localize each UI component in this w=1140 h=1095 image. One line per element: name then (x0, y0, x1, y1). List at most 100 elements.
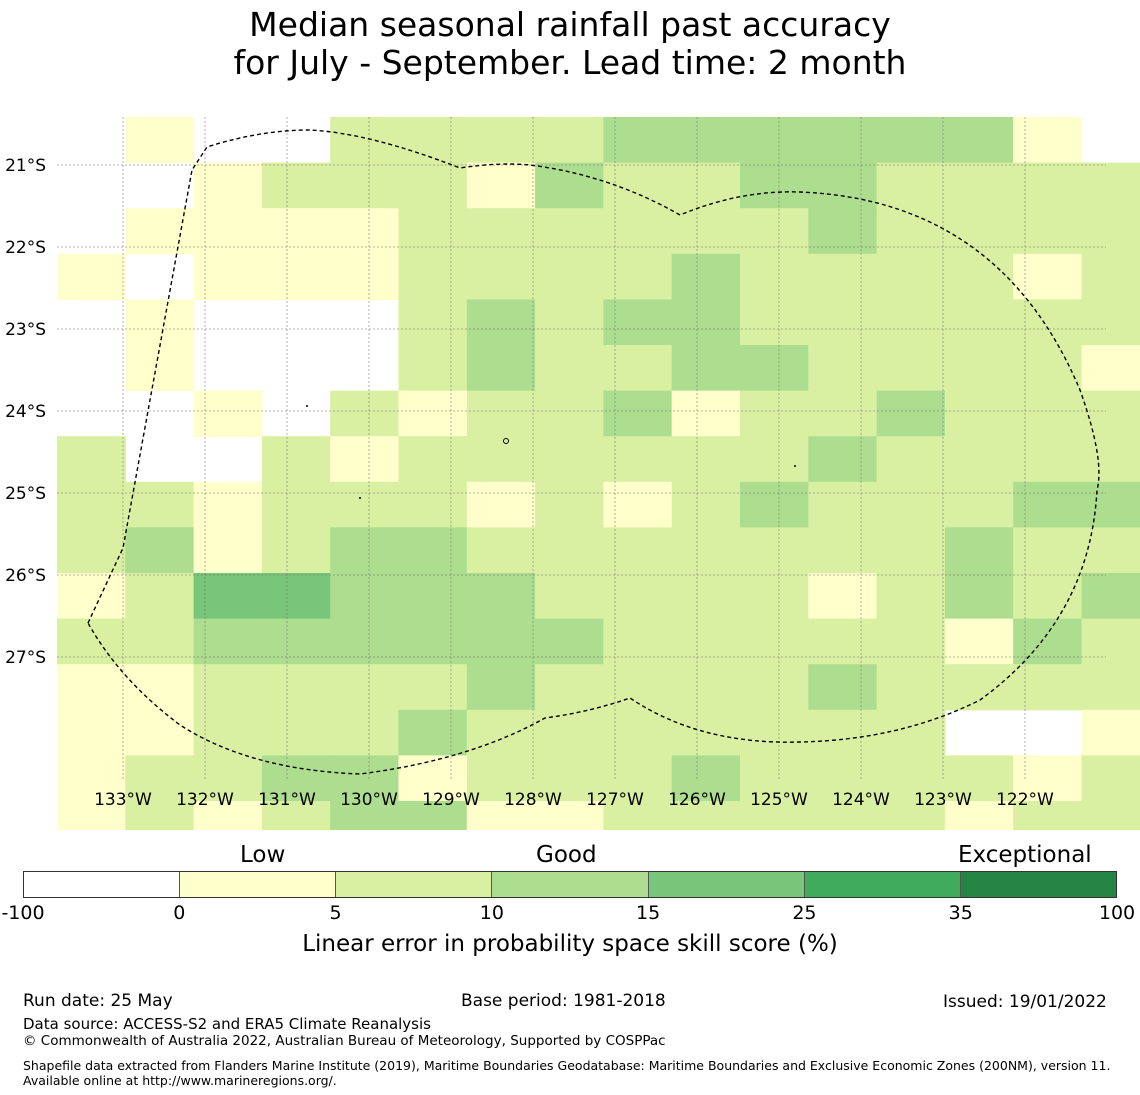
grid-cell (261, 481, 331, 528)
grid-cell (944, 664, 1014, 711)
grid-cell (876, 618, 946, 665)
colorbar-tick-label: 25 (792, 902, 817, 924)
grid-cell (398, 345, 468, 392)
grid-cell (740, 481, 809, 528)
base-period: Base period: 1981-2018 (461, 991, 666, 1011)
grid-cell (876, 208, 946, 255)
grid-cell (261, 162, 331, 209)
longitude-label: 124°W (832, 790, 890, 810)
colorbar-label: Linear error in probability space skill … (302, 931, 838, 957)
grid-cell (808, 755, 878, 802)
grid-cell (944, 801, 1014, 830)
grid-cell (944, 436, 1014, 483)
grid-cell (125, 299, 195, 346)
grid-cell (603, 117, 673, 164)
colorbar-tick-label: 0 (173, 902, 186, 924)
longitude-label: 131°W (258, 790, 316, 810)
grid-cell (535, 527, 604, 574)
grid-cell (466, 345, 536, 392)
island-outlines (306, 405, 796, 499)
legend-exceptional-word: Exceptional (958, 842, 1092, 868)
grid-cell (1013, 801, 1083, 830)
grid-cell (876, 573, 946, 620)
grid-cell (1081, 573, 1140, 620)
grid-cell (740, 709, 809, 756)
grid-cell (671, 573, 741, 620)
grid-cell (671, 664, 741, 711)
latitude-labels: 21°S 22°S 23°S 24°S 25°S 26°S 27°S (5, 156, 46, 668)
grid-cell (57, 755, 126, 802)
grid-cell (1013, 117, 1083, 164)
eez-boundary (87, 129, 1100, 775)
grid-cell (1081, 801, 1140, 830)
shapefile-note: Shapefile data extracted from Flanders M… (23, 1058, 1111, 1088)
grid-cell (1013, 527, 1083, 574)
grid-cell (535, 299, 604, 346)
grid-cell (808, 117, 878, 164)
grid-cell (876, 481, 946, 528)
run-date: Run date: 25 May (23, 991, 173, 1011)
grid-cell (1013, 618, 1083, 665)
grid-cell (125, 709, 195, 756)
grid-cell (466, 117, 536, 164)
grid-cell (944, 573, 1014, 620)
grid-cell (740, 573, 809, 620)
grid-cell (671, 117, 741, 164)
grid-cell (125, 573, 195, 620)
grid-cell (193, 573, 263, 620)
colorbar-tick-label: 15 (636, 902, 661, 924)
grid-cell (808, 299, 878, 346)
grid-cell (671, 436, 741, 483)
grid-cell (57, 801, 126, 830)
grid-cell (261, 527, 331, 574)
grid-cell (740, 208, 809, 255)
grid-cell (1013, 162, 1083, 209)
grid-cell (330, 573, 400, 620)
longitude-label: 126°W (668, 790, 726, 810)
grid-cell (808, 801, 878, 830)
grid-cell (193, 527, 263, 574)
grid-cell (671, 527, 741, 574)
grid-cell (330, 208, 400, 255)
grid-cell (1081, 618, 1140, 665)
grid-cell (603, 390, 673, 437)
grid-cell (944, 755, 1014, 802)
grid-cell (398, 481, 468, 528)
grid-cell (1013, 755, 1083, 802)
grid-cell (261, 208, 331, 255)
grid-cell (1081, 162, 1140, 209)
longitude-label: 123°W (914, 790, 972, 810)
grid-cell (330, 436, 400, 483)
latitude-label: 21°S (5, 156, 46, 176)
latitude-label: 25°S (5, 484, 46, 504)
grid-cell (876, 709, 946, 756)
colorbar (23, 871, 1117, 898)
grid-cell (1081, 481, 1140, 528)
grid-cell (57, 573, 126, 620)
grid-cell (330, 481, 400, 528)
grid-cell (193, 390, 263, 437)
grid-cell (808, 253, 878, 300)
grid-cell (1013, 208, 1083, 255)
grid-cell (535, 573, 604, 620)
grid-cell (944, 618, 1014, 665)
grid-cell (1013, 481, 1083, 528)
grid-cell (944, 390, 1014, 437)
grid-cell (808, 664, 878, 711)
grid-cell (1013, 253, 1083, 300)
grid-cell (535, 253, 604, 300)
grid-cell (808, 573, 878, 620)
grid-cell (535, 208, 604, 255)
grid-cell (193, 618, 263, 665)
grid-cell (603, 162, 673, 209)
grid-cell (330, 117, 400, 164)
legend-good-word: Good (536, 842, 597, 868)
grid-cell (876, 162, 946, 209)
copyright: © Commonwealth of Australia 2022, Austra… (23, 1033, 666, 1049)
grid-cell (944, 117, 1014, 164)
grid-cell (740, 755, 809, 802)
colorbar-segment (492, 872, 649, 897)
grid-cell (740, 801, 809, 830)
grid-cell (944, 345, 1014, 392)
longitude-labels: 133°W 132°W 131°W 130°W 129°W 128°W 127°W 126°W… (94, 790, 1054, 810)
